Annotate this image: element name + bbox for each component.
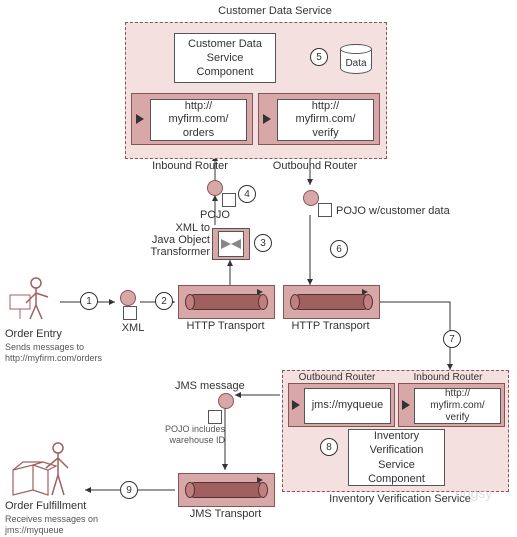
http1-label: HTTP Transport — [178, 320, 273, 332]
pojo-circle-down — [303, 190, 319, 206]
outbound-label-top: Outbound Router — [260, 160, 370, 172]
xml-circle — [120, 290, 136, 306]
xml-square — [123, 306, 137, 320]
jms-square — [208, 410, 222, 424]
step-7: 7 — [443, 330, 461, 348]
step-3: 3 — [254, 234, 272, 252]
data-cylinder: Data — [340, 44, 372, 74]
inbound-url-bottom: http:// myfirm.com/ verify — [414, 388, 501, 424]
customer-data-component: Customer Data Service Component — [174, 33, 276, 83]
pipe-icon — [188, 482, 265, 498]
http-transport-1 — [178, 285, 275, 319]
step-4: 4 — [238, 185, 256, 203]
step-5: 5 — [310, 48, 328, 66]
http2-label: HTTP Transport — [283, 320, 378, 332]
outbound-router-bottom: jms://myqueue — [288, 383, 395, 427]
xml-label: XML — [118, 322, 148, 334]
order-fulfillment-icon — [8, 440, 78, 503]
order-entry-title: Order Entry — [5, 328, 85, 340]
outbound-url-bottom: jms://myqueue — [304, 388, 391, 424]
triangle-icon — [402, 400, 410, 410]
pojo-label-up: POJO — [195, 209, 235, 221]
inbound-router-top: http:// myfirm.com/ orders — [131, 93, 253, 145]
pipe-icon — [188, 294, 265, 310]
order-fulfillment-caption: Receives messages on jms://myqueue — [5, 514, 125, 536]
pojo-circle-up — [207, 180, 223, 196]
triangle-icon — [136, 114, 144, 124]
inventory-component: Inventory Verification Service Component — [348, 429, 445, 486]
data-label: Data — [345, 58, 366, 69]
inbound-router-bottom: http:// myfirm.com/ verify — [398, 383, 505, 427]
inventory-service: jms://myqueue http:// myfirm.com/ verify… — [282, 370, 509, 492]
jms-label: JMS Transport — [178, 508, 273, 520]
order-entry-caption: Sends messages to http://myfirm.com/orde… — [5, 342, 105, 364]
outbound-router-top: http:// myfirm.com/ verify — [258, 93, 380, 145]
watermark: ongsy — [455, 485, 492, 501]
order-fulfillment-title: Order Fulfillment — [5, 500, 105, 512]
step-2: 2 — [155, 292, 173, 310]
triangle-icon — [263, 114, 271, 124]
outbound-label-bottom: Outbound Router — [287, 372, 387, 383]
pipe-icon — [293, 294, 370, 310]
http-transport-2 — [283, 285, 380, 319]
transformer-icon — [218, 231, 244, 257]
step-9: 9 — [120, 481, 138, 499]
customer-service-title: Customer Data Service — [200, 5, 350, 17]
step-1: 1 — [80, 292, 98, 310]
order-entry-icon — [8, 275, 58, 328]
triangle-icon — [292, 400, 300, 410]
jms-transport — [178, 473, 275, 507]
outbound-url-top: http:// myfirm.com/ verify — [277, 99, 374, 141]
jms-msg-label: JMS message — [175, 380, 255, 392]
jms-circle — [218, 393, 234, 409]
step-8: 8 — [320, 438, 338, 456]
pojo-customer-label: POJO w/customer data — [336, 205, 456, 217]
step-6: 6 — [330, 240, 348, 258]
pojo-warehouse-label: POJO includes warehouse ID — [155, 424, 225, 446]
inbound-label-bottom: Inbound Router — [398, 372, 498, 383]
inbound-label-top: Inbound Router — [135, 160, 245, 172]
inbound-url-top: http:// myfirm.com/ orders — [150, 99, 247, 141]
customer-data-service: Customer Data Service Component http:// … — [125, 22, 387, 159]
pojo-square-down — [318, 203, 332, 217]
pojo-square-up — [222, 193, 236, 207]
transformer-label: XML to Java Object Transformer — [140, 222, 210, 258]
transformer-box — [212, 228, 250, 260]
